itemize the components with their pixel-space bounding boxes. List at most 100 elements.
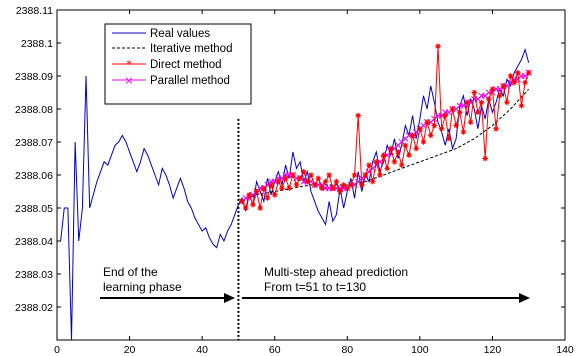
data-point-direct-method-76 — [515, 69, 521, 76]
data-point-direct-method-60 — [456, 109, 463, 116]
data-point-direct-method-10 — [275, 178, 282, 185]
data-point-direct-method-30 — [348, 182, 354, 188]
data-point-direct-method-11 — [279, 185, 285, 191]
axis-ticks: 0 20 40 60 80 100 120 140 2388.02 2388.03 2388.04 2… — [15, 5, 574, 356]
x-tick-label-1: 20 — [124, 344, 136, 356]
data-point-direct-method-57 — [446, 135, 452, 142]
x-tick-label-5: 100 — [411, 344, 429, 356]
x-tick-label-4: 80 — [341, 344, 353, 356]
y-tick-label-2: 2388.04 — [15, 236, 53, 248]
data-point-direct-method-9 — [271, 192, 278, 198]
data-point-direct-method-14 — [290, 172, 296, 178]
data-point-direct-method-22 — [319, 185, 325, 191]
data-point-direct-method-41 — [388, 145, 394, 152]
x-tick-label-2: 40 — [196, 344, 208, 356]
data-point-direct-method-37 — [373, 159, 380, 165]
legend-marker-parallel-method: × — [124, 74, 133, 87]
annotation-left-line2: learning phase — [103, 280, 182, 294]
data-point-direct-method-67 — [482, 155, 488, 162]
data-point-direct-method-27 — [337, 188, 343, 195]
data-point-direct-method-32 — [355, 112, 361, 119]
data-point-direct-method-54 — [435, 43, 441, 50]
legend-label-real-values: Real values — [150, 28, 210, 40]
data-point-direct-method-44 — [398, 162, 405, 168]
data-point-direct-method-63 — [467, 119, 474, 125]
data-point-direct-method-24 — [326, 172, 332, 178]
x-tick-label-0: 0 — [54, 344, 60, 356]
legend: Real values Iterative method * Direct me… — [104, 23, 252, 105]
annotation-right-line2: From t=51 to t=130 — [264, 280, 366, 294]
data-point-direct-method-2 — [246, 192, 253, 198]
data-point-direct-method-79 — [525, 69, 532, 76]
series-iterative-method — [241, 88, 530, 202]
data-point-direct-method-8 — [268, 182, 274, 188]
left-arrow-head — [224, 293, 235, 303]
y-tick-label-7: 2388.09 — [15, 71, 53, 83]
annotation-left-line1: End of the — [103, 265, 158, 279]
data-point-direct-method-59 — [453, 122, 459, 129]
y-tick-label-3: 2388.05 — [15, 203, 53, 215]
data-point-direct-method-46 — [406, 152, 412, 158]
data-point-direct-method-45 — [402, 142, 409, 149]
data-point-direct-method-12 — [282, 175, 289, 182]
data-point-direct-method-7 — [264, 195, 271, 201]
y-tick-label-5: 2388.07 — [15, 137, 53, 149]
data-point-direct-method-55 — [438, 126, 445, 132]
x-tick-label-3: 60 — [269, 344, 281, 356]
data-point-direct-method-53 — [431, 122, 438, 129]
data-point-direct-method-21 — [315, 175, 322, 182]
data-point-direct-method-73 — [504, 99, 510, 106]
data-point-direct-method-68 — [486, 96, 492, 102]
data-point-direct-method-29 — [344, 185, 351, 191]
data-point-direct-method-34 — [362, 172, 369, 178]
data-point-direct-method-36 — [369, 178, 376, 185]
data-point-direct-method-20 — [311, 182, 318, 188]
series-layer — [60, 43, 532, 341]
data-point-direct-method-13 — [286, 185, 293, 191]
data-point-direct-method-64 — [471, 89, 478, 96]
data-point-direct-method-0 — [239, 198, 245, 205]
data-point-direct-method-70 — [493, 126, 499, 132]
data-point-direct-method-74 — [507, 73, 514, 79]
data-point-direct-method-16 — [297, 175, 303, 182]
data-point-direct-method-23 — [322, 178, 329, 185]
data-point-direct-method-39 — [380, 152, 387, 158]
data-point-direct-method-51 — [424, 119, 430, 125]
data-point-direct-method-66 — [478, 99, 485, 106]
data-point-direct-method-35 — [366, 162, 372, 168]
series-line-direct-method — [241, 46, 530, 210]
data-point-direct-method-72 — [500, 83, 507, 89]
data-point-direct-method-33 — [359, 182, 365, 188]
data-point-direct-method-40 — [384, 165, 390, 172]
legend-label-parallel-method: Parallel method — [150, 75, 230, 87]
x-tick-label-7: 140 — [556, 344, 574, 356]
y-tick-label-9: 2388.11 — [16, 5, 53, 17]
y-tick-label-8: 2388.1 — [21, 38, 53, 50]
right-arrow-head — [519, 293, 530, 303]
data-point-direct-method-77 — [518, 102, 525, 109]
data-point-direct-method-1 — [242, 205, 249, 211]
data-point-direct-method-56 — [442, 112, 449, 119]
y-tick-label-6: 2388.08 — [15, 104, 53, 116]
data-point-direct-method-42 — [391, 159, 398, 165]
y-tick-label-0: 2388.02 — [15, 302, 53, 314]
data-point-direct-method-49 — [417, 126, 423, 132]
data-point-direct-method-47 — [409, 132, 416, 139]
data-point-direct-method-65 — [475, 109, 481, 116]
data-point-direct-method-15 — [293, 182, 300, 188]
data-point-direct-method-43 — [395, 149, 401, 155]
data-point-direct-method-52 — [427, 132, 434, 139]
data-point-direct-method-48 — [413, 145, 420, 152]
data-point-direct-method-75 — [511, 79, 517, 86]
legend-label-direct-method: Direct method — [150, 59, 222, 71]
data-point-direct-method-26 — [333, 178, 340, 185]
data-point-direct-method-69 — [489, 86, 496, 92]
data-point-direct-method-62 — [464, 99, 470, 106]
data-point-direct-method-38 — [377, 172, 383, 178]
annotation-group: End of the learning phase Multi-step ahe… — [100, 265, 530, 303]
y-tick-label-4: 2388.06 — [15, 170, 53, 182]
data-point-direct-method-58 — [449, 106, 456, 112]
annotation-right-line1: Multi-step ahead prediction — [264, 265, 408, 279]
legend-label-iterative-method: Iterative method — [150, 43, 232, 55]
